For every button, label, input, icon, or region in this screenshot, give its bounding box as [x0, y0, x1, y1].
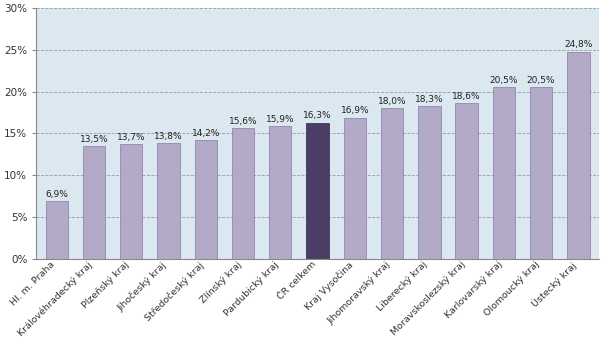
Text: 13,7%: 13,7% — [117, 133, 146, 142]
Bar — [46, 201, 68, 259]
Bar — [418, 106, 441, 259]
Bar — [381, 108, 403, 259]
Bar — [120, 144, 142, 259]
Bar — [306, 122, 329, 259]
Text: 16,9%: 16,9% — [341, 106, 369, 115]
Text: 24,8%: 24,8% — [564, 40, 593, 50]
Text: 18,3%: 18,3% — [415, 95, 444, 104]
Text: 6,9%: 6,9% — [45, 190, 68, 199]
Bar — [530, 88, 552, 259]
Bar — [493, 88, 515, 259]
Bar — [269, 126, 291, 259]
Text: 18,6%: 18,6% — [452, 92, 481, 101]
Bar — [567, 52, 590, 259]
Text: 16,3%: 16,3% — [303, 111, 332, 120]
Bar — [195, 140, 217, 259]
Text: 20,5%: 20,5% — [490, 76, 518, 86]
Text: 15,9%: 15,9% — [266, 115, 295, 124]
Text: 14,2%: 14,2% — [192, 129, 220, 138]
Bar — [232, 128, 254, 259]
Text: 13,8%: 13,8% — [154, 132, 183, 141]
Bar — [83, 146, 106, 259]
Bar — [157, 143, 180, 259]
Text: 15,6%: 15,6% — [229, 117, 257, 126]
Text: 13,5%: 13,5% — [80, 135, 109, 144]
Text: 18,0%: 18,0% — [377, 97, 406, 106]
Bar — [455, 103, 478, 259]
Text: 20,5%: 20,5% — [527, 76, 555, 86]
Bar — [344, 118, 366, 259]
